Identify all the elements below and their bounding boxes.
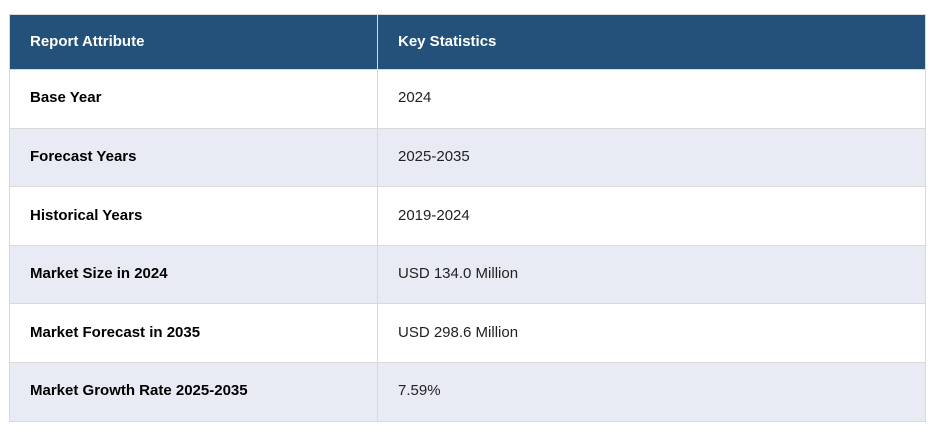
table-row-base-year: Base Year 2024 [9,69,926,129]
table-row-market-size: Market Size in 2024 USD 134.0 Million [9,244,926,305]
value-cell: USD 298.6 Million [377,303,926,363]
report-summary-table: Report Attribute Key Statistics Base Yea… [9,14,926,422]
attribute-cell: Historical Years [9,186,378,246]
table-row-forecast-years: Forecast Years 2025-2035 [9,127,926,188]
value-cell: 2025-2035 [377,127,926,188]
value-cell: 2024 [377,69,926,129]
column-header-key-statistics: Key Statistics [377,14,926,70]
value-cell: 7.59% [377,361,926,422]
table-body: Base Year 2024 Forecast Years 2025-2035 … [9,69,926,422]
table-row-growth-rate: Market Growth Rate 2025-2035 7.59% [9,361,926,422]
table-row-historical-years: Historical Years 2019-2024 [9,186,926,246]
attribute-cell: Market Forecast in 2035 [9,303,378,363]
value-cell: 2019-2024 [377,186,926,246]
attribute-cell: Market Size in 2024 [9,244,378,305]
table-row-market-forecast: Market Forecast in 2035 USD 298.6 Millio… [9,303,926,363]
attribute-cell: Forecast Years [9,127,378,188]
column-header-report-attribute: Report Attribute [9,14,378,70]
value-cell: USD 134.0 Million [377,244,926,305]
attribute-cell: Market Growth Rate 2025-2035 [9,361,378,422]
table-header: Report Attribute Key Statistics [9,14,926,70]
header-row: Report Attribute Key Statistics [9,14,926,70]
report-summary-table-container: Report Attribute Key Statistics Base Yea… [9,14,926,422]
attribute-cell: Base Year [9,69,378,129]
